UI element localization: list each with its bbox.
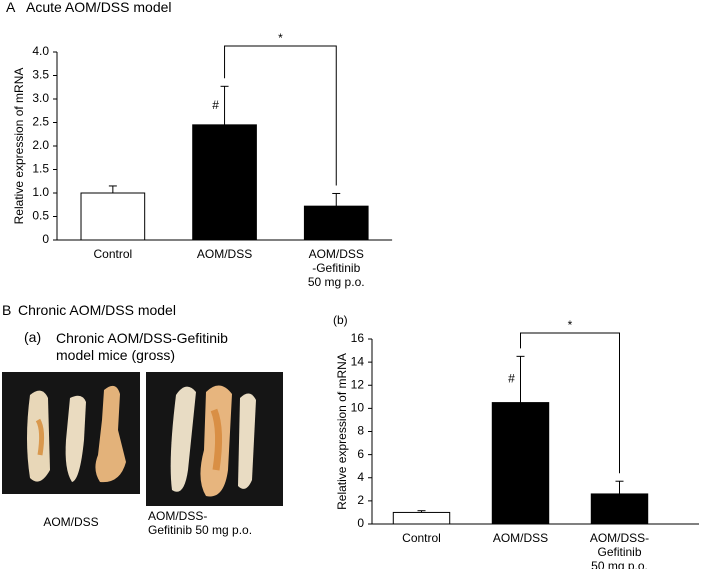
y-tick-label: 0 [357, 516, 364, 530]
photo-caption: AOM/DSS [43, 515, 99, 529]
y-tick-label: 8 [357, 424, 364, 438]
y-tick-label: 6 [357, 447, 364, 461]
x-tick-label: AOM/DSS [492, 531, 549, 545]
y-tick-label: 3.0 [32, 91, 49, 105]
y-axis-label: Relative expression of mRNA [335, 353, 349, 510]
photo-panel-title: Chronic AOM/DSS-Gefitinib model mice (gr… [56, 330, 228, 363]
x-tick-label: AOM/DSS [196, 247, 253, 261]
bracket-label: * [278, 31, 283, 45]
panel-label: B [2, 302, 12, 318]
photo-right [146, 372, 283, 506]
x-tick-label: Control [402, 531, 441, 545]
bar [303, 205, 369, 241]
bracket-label: * [568, 318, 573, 332]
bar [491, 402, 550, 525]
y-tick-label: 3.5 [32, 68, 49, 82]
x-tick-label: AOM/DSS -Gefitinib 50 mg p.o. [307, 247, 365, 289]
y-tick-label: 1.5 [32, 162, 49, 176]
bar [192, 124, 257, 241]
y-tick-label: 4 [357, 470, 364, 484]
significance-mark: # [212, 98, 219, 112]
y-axis-label: Relative expression of mRNA [12, 68, 26, 225]
panel-title: Chronic AOM/DSS model [18, 302, 176, 318]
x-tick-label: Control [93, 247, 133, 261]
y-tick-label: 10 [351, 401, 365, 415]
photo-panel-label: (a) [24, 329, 42, 345]
photo-left [2, 372, 140, 494]
y-tick-label: 0.5 [32, 209, 49, 223]
photo-caption: AOM/DSS- Gefitinib 50 mg p.o. [148, 509, 253, 537]
y-tick-label: 0 [42, 232, 49, 246]
y-tick-label: 16 [351, 331, 365, 345]
chart-title: Acute AOM/DSS model [26, 0, 172, 15]
x-tick-label: AOM/DSS- Gefitinib 50 mg p.o. [589, 531, 650, 569]
significance-mark: # [508, 372, 515, 386]
y-tick-label: 14 [351, 354, 365, 368]
y-tick-label: 12 [351, 377, 365, 391]
y-tick-label: 2.5 [32, 115, 49, 129]
panel-label: A [6, 0, 16, 15]
bracket [224, 45, 337, 186]
y-tick-label: 4.0 [32, 44, 49, 58]
y-tick-label: 1.0 [32, 185, 49, 199]
bar [80, 192, 146, 241]
bar [590, 493, 649, 525]
bar [392, 511, 451, 525]
chart-title: (b) [333, 313, 348, 327]
y-tick-label: 2.0 [32, 138, 49, 152]
bracket [520, 332, 620, 474]
y-tick-label: 2 [357, 493, 364, 507]
